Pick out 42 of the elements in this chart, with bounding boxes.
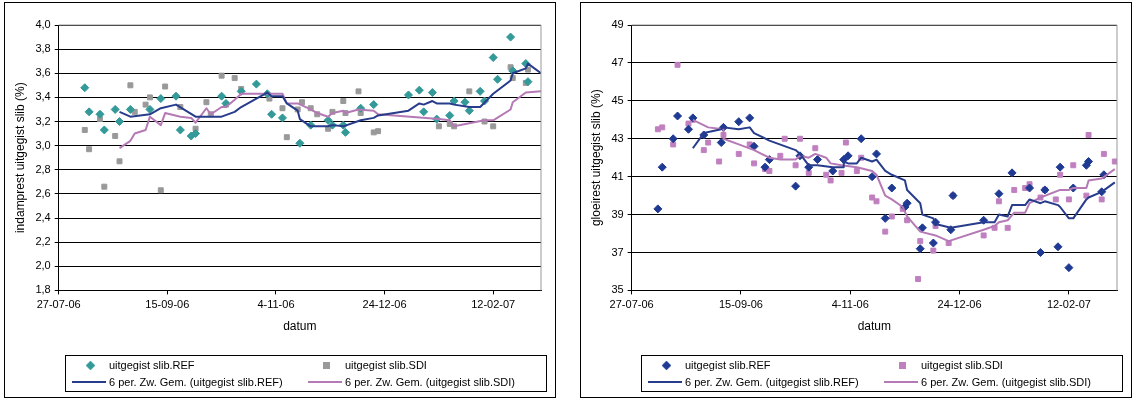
y-tick-label: 2,2 — [35, 235, 51, 248]
x-tick-label: 27-07-06 — [609, 298, 654, 311]
y-tick-label: 43 — [611, 131, 624, 144]
legend-label: 6 per. Zw. Gem. (uitgegist slib.REF) — [109, 376, 283, 388]
x-axis-title: datum — [857, 319, 891, 334]
x-tick-label: 4-11-06 — [257, 298, 295, 311]
x-tick-label: 15-09-06 — [145, 298, 190, 311]
legend-label: 6 per. Zw. Gem. (uitgegist slib.SDI) — [921, 376, 1091, 388]
y-axis-title: indamprest uitgegist slib (%) — [12, 82, 27, 234]
y-axis-title: gloeirest uitgegist slib (%) — [588, 89, 603, 227]
y-tick-label: 3,6 — [35, 66, 51, 79]
legend-label: 6 per. Zw. Gem. (uitgegist slib.SDI) — [345, 376, 515, 388]
x-tick-label: 15-09-06 — [718, 298, 763, 311]
legend-label: uitgegist slib.SDI — [921, 359, 1003, 371]
legend-label: uitgegist slib.REF — [109, 359, 195, 371]
x-tick-label: 12-02-07 — [471, 298, 516, 311]
x-tick-label: 4-11-06 — [831, 298, 869, 311]
x-tick-label: 24-12-06 — [937, 298, 982, 311]
y-tick-label: 3,8 — [35, 42, 51, 55]
y-tick-label: 1,8 — [35, 283, 51, 296]
y-tick-label: 47 — [611, 55, 624, 68]
y-tick-label: 2,4 — [35, 211, 51, 224]
y-tick-label: 2,6 — [35, 186, 51, 199]
legend-label: uitgegist slib.SDI — [345, 359, 427, 371]
y-tick-label: 3,2 — [35, 114, 51, 127]
y-tick-label: 2,0 — [35, 259, 51, 272]
y-tick-label: 2,8 — [35, 162, 51, 175]
y-tick-label: 39 — [611, 207, 624, 220]
x-tick-label: 12-02-07 — [1046, 298, 1091, 311]
y-tick-label: 35 — [611, 283, 624, 296]
legend-label: uitgegist slib.REF — [685, 359, 771, 371]
x-tick-label: 27-07-06 — [36, 298, 81, 311]
y-tick-label: 3,0 — [35, 138, 51, 151]
x-tick-label: 24-12-06 — [362, 298, 407, 311]
y-tick-label: 49 — [611, 18, 624, 31]
y-tick-label: 37 — [611, 245, 624, 258]
legend-label: 6 per. Zw. Gem. (uitgegist slib.REF) — [685, 376, 859, 388]
y-tick-label: 3,4 — [35, 90, 51, 103]
y-tick-label: 45 — [611, 93, 624, 106]
y-tick-label: 4,0 — [35, 18, 51, 31]
x-axis-title: datum — [283, 319, 317, 334]
y-tick-label: 41 — [611, 169, 624, 182]
